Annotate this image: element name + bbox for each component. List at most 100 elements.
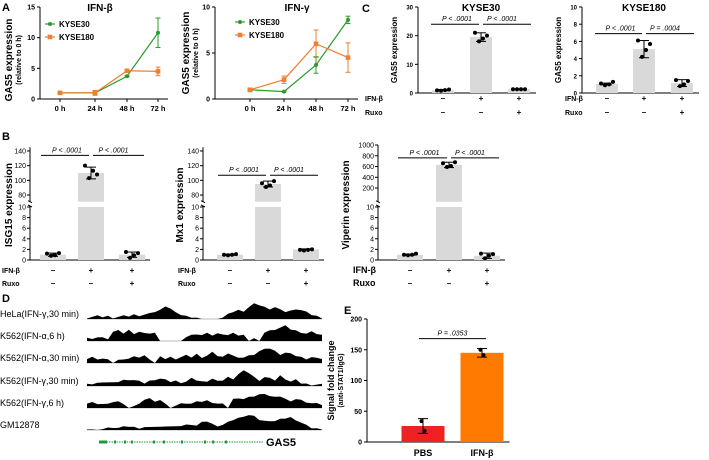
y-axis-label: Mx1 expression (175, 167, 186, 242)
data-point (481, 353, 486, 358)
data-point (132, 253, 136, 258)
panel-label: D (2, 293, 10, 305)
data-point (282, 89, 286, 94)
y-tick-label: 200 (362, 186, 374, 193)
data-point (156, 30, 160, 35)
data-point (478, 347, 483, 352)
y-axis-label: GAS5 expression (4, 19, 15, 102)
row-label: Ruxo (565, 110, 583, 117)
data-point (345, 55, 351, 60)
gene-exon (225, 440, 227, 444)
y-axis-label: Viperin expression (341, 160, 352, 249)
panel-label: C (362, 3, 370, 15)
treatment-sign: – (441, 94, 446, 103)
x-tick-label: 0 h (245, 104, 256, 113)
data-point (491, 252, 495, 257)
data-point (260, 181, 264, 186)
y-tick-label: 10 (18, 205, 26, 212)
data-point (247, 87, 253, 93)
data-point (155, 69, 161, 74)
y-tick-label: 6 (22, 226, 26, 233)
y-tick-label: 150 (350, 347, 362, 354)
treatment-sign: + (485, 279, 490, 288)
y-axis-label: GAS5 expression (390, 17, 399, 83)
chip-seq-track: HeLa(IFN-γ,30 min) (0, 303, 322, 320)
bar (436, 207, 462, 260)
data-point (402, 252, 406, 257)
data-point (523, 87, 527, 92)
data-point (648, 41, 652, 46)
data-point (87, 176, 91, 181)
y-tick-label: 2 (195, 247, 199, 254)
treatment-sign: – (605, 94, 610, 103)
data-point (92, 90, 98, 96)
data-point (678, 84, 682, 89)
p-value-label: P = .0004 (650, 26, 680, 33)
bar (293, 249, 319, 260)
y-tick-label: 10 (366, 205, 374, 212)
gene-exon (163, 440, 165, 444)
treatment-sign: + (485, 266, 490, 275)
data-point (439, 88, 443, 93)
p-value-label: P < .0001 (274, 167, 304, 174)
treatment-sign: + (130, 266, 135, 275)
y-tick-label: 10 (406, 63, 413, 69)
y-tick-label: 2 (574, 74, 578, 80)
axis-break-mark (27, 200, 33, 204)
chip-seq-track: K562(IFN-γ,6 h) (0, 394, 322, 409)
axis-break-mark (200, 200, 206, 204)
bar (596, 83, 618, 93)
chip-seq-track: K562(IFN-α,30 min) (0, 348, 322, 364)
y-tick-label: 5 (206, 51, 210, 58)
treatment-sign: + (680, 108, 685, 117)
treatment-sign: – (605, 108, 610, 117)
bar (436, 164, 462, 202)
row-label: Ruxo (353, 278, 376, 288)
bar (40, 254, 66, 260)
data-point (674, 78, 678, 83)
data-point (686, 78, 690, 83)
chip-seq-track: K562(IFN-α,6 h) (0, 325, 322, 342)
bar (255, 207, 281, 260)
data-point (95, 172, 99, 177)
axis-break-mark (375, 200, 381, 204)
treatment-sign: + (517, 94, 522, 103)
data-point (453, 160, 457, 165)
row-label: IFN-β (365, 96, 384, 103)
x-tick-label: 72 h (150, 104, 165, 113)
gene-exon (99, 440, 107, 444)
data-point (481, 36, 485, 41)
data-point (644, 48, 648, 52)
treatment-sign: + (479, 94, 484, 103)
y-tick-label: 6 (370, 226, 374, 233)
data-point (410, 252, 414, 257)
y-axis-sublabel: (relative to 0 h) (193, 28, 200, 78)
y-tick-label: 2 (370, 247, 374, 254)
data-point (124, 68, 130, 74)
bar (401, 426, 445, 442)
data-point (125, 74, 129, 79)
row-label: IFN-β (353, 265, 376, 275)
treatment-sign: – (51, 266, 56, 275)
p-value-label: P < .0001 (455, 150, 485, 157)
data-point (264, 184, 268, 189)
p-value-label: P < .0001 (52, 147, 82, 154)
y-axis-label: Signal fold change (326, 340, 336, 420)
data-point (313, 41, 319, 47)
data-point (298, 247, 302, 252)
data-point (611, 79, 615, 84)
data-point (230, 252, 234, 257)
track-label: K562(IFN-γ,6 h) (0, 398, 64, 408)
treatment-sign: + (266, 266, 271, 275)
y-axis-label: ISG15 expression (4, 163, 15, 247)
treatment-sign: + (642, 94, 647, 103)
data-point (234, 252, 238, 257)
y-tick-label: 600 (362, 164, 374, 171)
axis-break-mark (27, 204, 33, 208)
y-tick-label: 10 (27, 35, 35, 42)
chart-title: KYSE30 (462, 3, 501, 14)
row-label: IFN-β (178, 268, 197, 275)
p-value-label: P < .0001 (487, 16, 517, 23)
y-tick-label: 6 (195, 226, 199, 233)
